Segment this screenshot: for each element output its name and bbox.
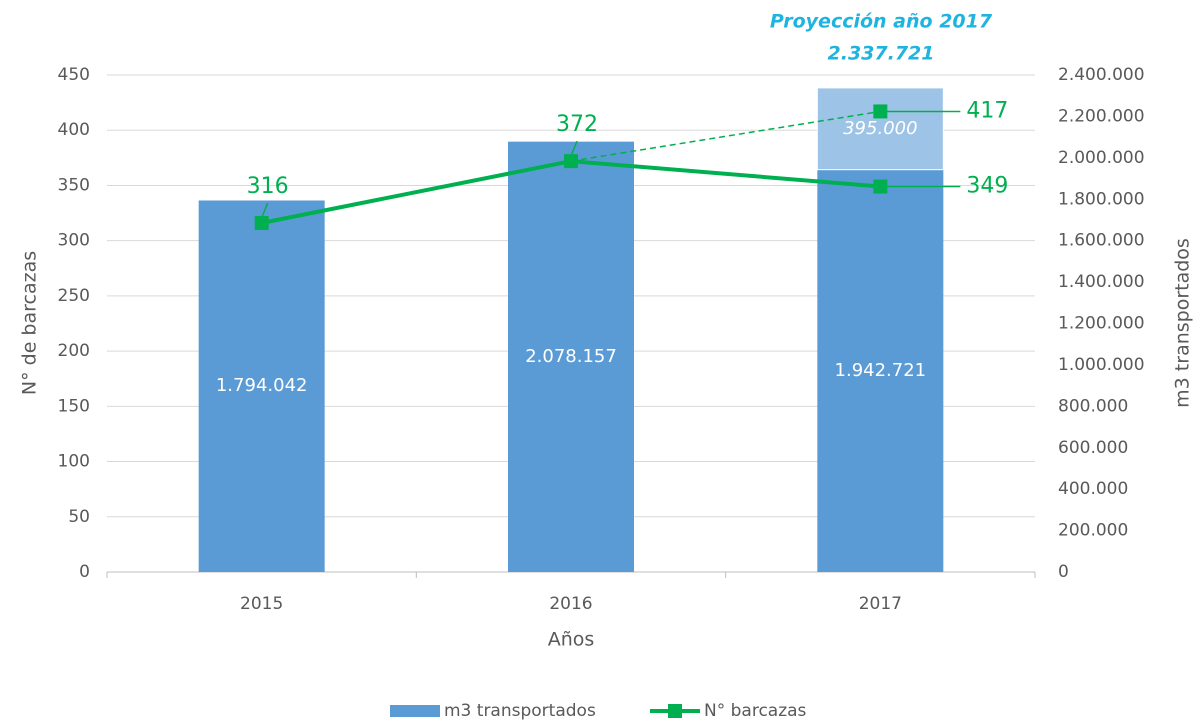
y-tick-label: 250 — [58, 286, 90, 306]
y2-tick-label: 2.200.000 — [1058, 106, 1145, 126]
y2-tick-label: 2.400.000 — [1058, 65, 1145, 85]
y2-tick-label: 600.000 — [1058, 438, 1128, 458]
legend-label: N° barcazas — [704, 701, 807, 721]
y-tick-label: 150 — [58, 396, 90, 416]
y-axis-title: N° de barcazas — [19, 251, 41, 395]
y2-tick-label: 800.000 — [1058, 396, 1128, 416]
data-label: 1.942.721 — [835, 360, 927, 381]
y2-tick-label: 1.800.000 — [1058, 189, 1145, 209]
y2-tick-label: 400.000 — [1058, 479, 1128, 499]
legend-swatch — [668, 704, 682, 718]
annotation: Proyección año 2017 — [770, 11, 993, 33]
data-label: 372 — [556, 112, 598, 137]
y-tick-label: 50 — [68, 507, 90, 527]
y2-tick-label: 1.600.000 — [1058, 231, 1145, 251]
data-label: 316 — [247, 174, 289, 199]
y2-tick-label: 200.000 — [1058, 521, 1128, 541]
x-tick-label: 2015 — [240, 594, 283, 614]
data-label: 2.078.157 — [525, 346, 617, 367]
data-label: 395.000 — [843, 118, 917, 139]
legend-swatch — [390, 705, 440, 717]
y2-tick-label: 0 — [1058, 562, 1069, 582]
y-tick-label: 200 — [58, 341, 90, 361]
data-label: 1.794.042 — [216, 375, 308, 396]
marker — [255, 216, 269, 230]
y-tick-label: 0 — [79, 562, 90, 582]
annotation: 2.337.721 — [828, 43, 935, 65]
data-label: 417 — [966, 98, 1008, 123]
x-tick-label: 2016 — [549, 594, 592, 614]
legend-label: m3 transportados — [444, 701, 596, 721]
y2-tick-label: 1.200.000 — [1058, 314, 1145, 334]
y2-tick-label: 1.000.000 — [1058, 355, 1145, 375]
y-tick-label: 450 — [58, 65, 90, 85]
y-tick-label: 100 — [58, 452, 90, 472]
x-tick-label: 2017 — [859, 594, 902, 614]
y-tick-label: 350 — [58, 175, 90, 195]
y-tick-label: 300 — [58, 231, 90, 251]
y2-tick-label: 2.000.000 — [1058, 148, 1145, 168]
y2-axis-title: m3 transportados — [1172, 238, 1194, 408]
chart: Proyección año 2017 2.337.721 Años N° de… — [0, 0, 1195, 722]
y2-tick-label: 1.400.000 — [1058, 272, 1145, 292]
data-label: 349 — [966, 174, 1008, 199]
x-axis-title: Años — [548, 629, 595, 651]
y-tick-label: 400 — [58, 120, 90, 140]
